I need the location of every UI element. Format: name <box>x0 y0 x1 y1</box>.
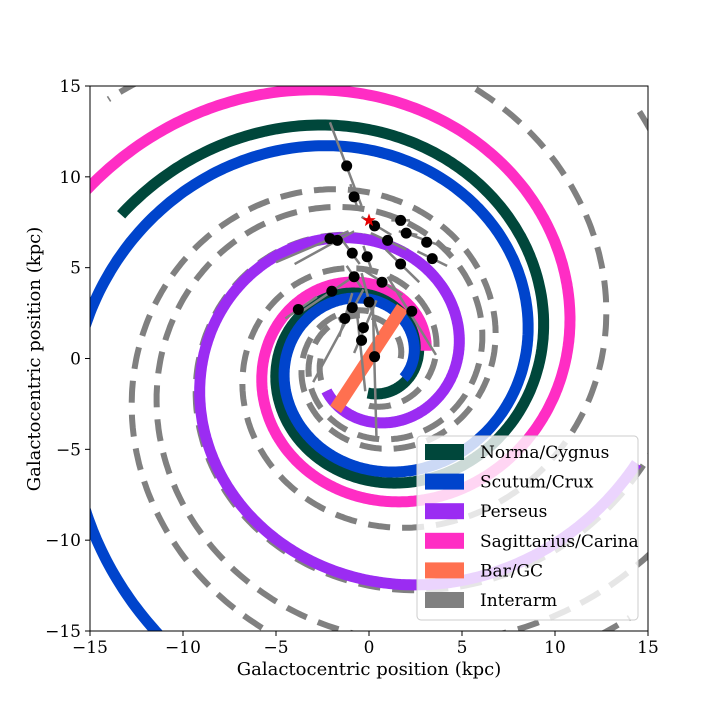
source-uncertainty-line-24 <box>371 300 378 437</box>
tick-labels: −15 −10 −5 0 5 10 15 −15 −10 −5 0 5 10 15 <box>45 77 659 658</box>
y-tick-label: 10 <box>59 168 81 188</box>
legend-label: Norma/Cygnus <box>480 443 609 463</box>
source-point-2 <box>348 191 360 203</box>
source-point-17 <box>292 303 304 315</box>
x-tick-label: 0 <box>364 638 375 658</box>
legend-swatch <box>425 562 464 579</box>
interarm-spiral-2 <box>106 86 610 531</box>
y-tick-label: 15 <box>59 77 81 97</box>
axes <box>85 85 649 636</box>
x-axis-title: Galactocentric position (kpc) <box>237 659 502 680</box>
source-point-14 <box>348 271 360 283</box>
y-tick-label: −5 <box>56 440 81 460</box>
x-tick-label: −10 <box>165 638 201 658</box>
source-point-22 <box>357 322 369 334</box>
bar-layer <box>330 304 408 413</box>
source-point-19 <box>406 305 418 317</box>
source-point-10 <box>331 234 343 246</box>
source-point-20 <box>346 302 358 314</box>
legend-box <box>416 435 639 621</box>
source-point-4 <box>400 227 412 239</box>
legend: Norma/Cygnus Scutum/Crux Perseus Sagittariu… <box>416 435 639 621</box>
source-point-18 <box>363 296 375 308</box>
x-tick-label: −15 <box>72 638 108 658</box>
y-tick-label: −15 <box>45 622 81 642</box>
x-tick-label: −5 <box>263 638 288 658</box>
source-point-21 <box>339 313 351 325</box>
legend-swatch <box>425 592 464 608</box>
source-point-16 <box>326 285 338 297</box>
y-axis-title: Galactocentric position (kpc) <box>24 227 45 492</box>
source-point-24 <box>369 351 381 363</box>
source-layer <box>275 121 452 437</box>
source-point-15 <box>376 276 388 288</box>
legend-swatch <box>425 503 464 520</box>
legend-label: Sagittarius/Carina <box>480 532 639 552</box>
legend-label: Interarm <box>480 591 557 611</box>
y-tick-label: −10 <box>45 531 81 551</box>
source-point-23 <box>356 334 368 346</box>
x-tick-label: 5 <box>457 638 468 658</box>
source-point-12 <box>361 251 373 263</box>
legend-swatch <box>425 473 464 490</box>
source-point-6 <box>426 253 438 265</box>
x-tick-label: 15 <box>637 638 659 658</box>
legend-label: Perseus <box>480 502 547 522</box>
arm-perseus <box>194 232 642 591</box>
source-point-13 <box>395 258 407 270</box>
source-uncertainty-line-23 <box>354 303 367 392</box>
legend-swatch <box>425 444 464 460</box>
bar-gc-segment <box>330 304 408 413</box>
source-point-3 <box>395 214 407 226</box>
source-point-5 <box>421 236 433 248</box>
legend-swatch <box>425 532 464 549</box>
source-point-8 <box>382 234 394 246</box>
legend-label: Scutum/Crux <box>480 473 594 493</box>
interarm-spiral-3 <box>128 186 632 631</box>
source-point-11 <box>346 247 358 259</box>
y-tick-label: 5 <box>70 259 81 279</box>
source-uncertainty-line-10 <box>293 230 355 266</box>
sun-marker <box>362 213 376 227</box>
legend-label: Bar/GC <box>480 561 543 581</box>
x-tick-label: 10 <box>544 638 566 658</box>
source-point-1 <box>341 160 353 172</box>
y-tick-label: 0 <box>70 350 81 370</box>
